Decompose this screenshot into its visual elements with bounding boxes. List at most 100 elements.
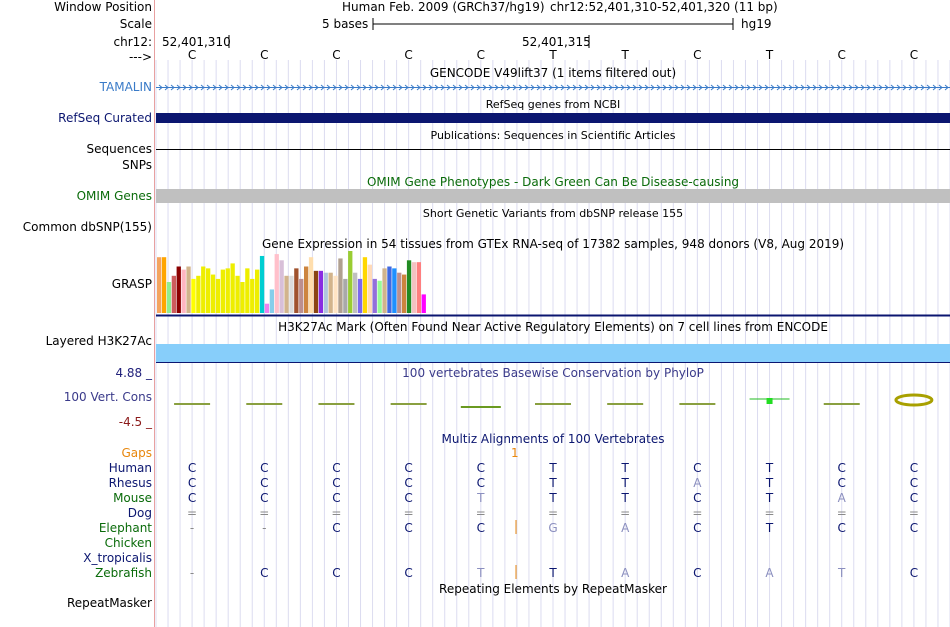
- tamalin-chevron: [914, 84, 919, 91]
- aligned-base: T: [621, 491, 629, 505]
- aligned-base: T: [621, 476, 629, 490]
- tamalin-chevron: [518, 84, 523, 91]
- ruler-base: T: [621, 48, 629, 62]
- sequences-label[interactable]: Sequences: [86, 142, 152, 156]
- species-label[interactable]: Dog: [127, 506, 152, 520]
- repeat-label[interactable]: RepeatMasker: [66, 596, 152, 610]
- aligned-base: T: [765, 461, 774, 475]
- gtex-bar: [210, 274, 216, 313]
- gtex-bar: [304, 266, 309, 313]
- tamalin-chevron: [230, 84, 235, 91]
- gtex-bar: [313, 270, 319, 313]
- aligned-base: C: [332, 566, 341, 580]
- h3k-title[interactable]: H3K27Ac Mark (Often Found Near Active Re…: [278, 320, 828, 334]
- gencode-title[interactable]: GENCODE V49lift37 (1 items filtered out): [429, 66, 677, 80]
- aligned-base: T: [765, 491, 774, 505]
- tamalin-chevron: [362, 84, 367, 91]
- tamalin-chevron: [572, 84, 577, 91]
- species-label[interactable]: Elephant: [98, 521, 152, 535]
- aligned-base: T: [765, 476, 774, 490]
- dbsnp-title[interactable]: Short Genetic Variants from dbSNP releas…: [422, 207, 684, 220]
- gtex-bar: [338, 258, 343, 313]
- tamalin-chevron: [578, 84, 583, 91]
- tamalin-chevron: [380, 84, 385, 91]
- aligned-base: C: [404, 491, 413, 505]
- tamalin-chevron: [170, 84, 175, 91]
- snps-label[interactable]: SNPs: [122, 158, 152, 172]
- tamalin-chevron: [206, 84, 211, 91]
- gtex-bar: [289, 275, 294, 313]
- refseq-title[interactable]: RefSeq genes from NCBI: [485, 98, 621, 111]
- species-label[interactable]: Zebrafish: [95, 566, 152, 580]
- species-label[interactable]: X_tropicalis: [83, 551, 152, 565]
- omim-title[interactable]: OMIM Gene Phenotypes - Dark Green Can Be…: [366, 175, 740, 189]
- aligned-base: C: [260, 476, 269, 490]
- tamalin-label[interactable]: TAMALIN: [99, 80, 152, 94]
- tamalin-chevron: [398, 84, 403, 91]
- aligned-base: C: [332, 521, 341, 535]
- tamalin-chevron: [296, 84, 301, 91]
- multiz-title[interactable]: Multiz Alignments of 100 Vertebrates: [441, 432, 665, 446]
- pubs-title[interactable]: Publications: Sequences in Scientific Ar…: [430, 129, 676, 142]
- species-label[interactable]: Human: [108, 461, 152, 475]
- gtex-bar: [186, 266, 191, 313]
- ruler-base: T: [765, 48, 774, 62]
- ruler-pos-1: 52,401,310: [162, 35, 231, 49]
- species-label[interactable]: Mouse: [113, 491, 152, 505]
- tamalin-chevron: [944, 84, 949, 91]
- gtex-bar: [397, 272, 402, 313]
- tamalin-chevron: [788, 84, 793, 91]
- omim-label[interactable]: OMIM Genes: [76, 189, 152, 203]
- h3k-label[interactable]: Layered H3K27Ac: [45, 334, 152, 348]
- tamalin-chevron: [542, 84, 547, 91]
- gtex-bar: [230, 263, 235, 313]
- gtex-bar: [201, 266, 206, 313]
- tamalin-chevron: [488, 84, 493, 91]
- gaps-label[interactable]: Gaps: [121, 446, 152, 460]
- phylop-mark: [766, 398, 773, 404]
- dbsnp-label[interactable]: Common dbSNP(155): [22, 220, 152, 234]
- tamalin-chevron: [824, 84, 829, 91]
- gtex-title[interactable]: Gene Expression in 54 tissues from GTEx …: [261, 237, 845, 251]
- gtex-bar: [279, 260, 284, 313]
- tamalin-chevron: [338, 84, 343, 91]
- phylop-title[interactable]: 100 vertebrates Basewise Conservation by…: [402, 366, 704, 380]
- tamalin-chevron: [926, 84, 931, 91]
- aligned-base: A: [693, 476, 702, 490]
- tamalin-chevron: [404, 84, 409, 91]
- cons-label[interactable]: 100 Vert. Cons: [63, 390, 152, 404]
- aligned-base: =: [187, 506, 198, 520]
- aligned-base: T: [477, 491, 485, 505]
- tamalin-chevron: [596, 84, 601, 91]
- aligned-base: C: [332, 476, 341, 490]
- tamalin-chevron: [626, 84, 631, 91]
- tamalin-chevron: [494, 84, 499, 91]
- tamalin-chevron: [188, 84, 193, 91]
- ruler-base: C: [909, 48, 919, 62]
- tamalin-chevron: [560, 84, 565, 91]
- tamalin-chevron: [500, 84, 505, 91]
- tamalin-chevron: [590, 84, 595, 91]
- tamalin-chevron: [800, 84, 805, 91]
- tamalin-chevron: [650, 84, 655, 91]
- ruler-base: C: [187, 48, 197, 62]
- aligned-base: C: [693, 461, 702, 475]
- tamalin-chevron: [836, 84, 841, 91]
- tamalin-chevron: [290, 84, 295, 91]
- tamalin-chevron: [734, 84, 739, 91]
- gtex-bar: [269, 289, 274, 313]
- tamalin-chevron: [608, 84, 613, 91]
- tamalin-chevron: [866, 84, 871, 91]
- aligned-base: C: [260, 566, 269, 580]
- repeat-title[interactable]: Repeating Elements by RepeatMasker: [439, 582, 667, 596]
- grasp-label[interactable]: GRASP: [111, 277, 152, 291]
- refseq-label[interactable]: RefSeq Curated: [58, 111, 152, 125]
- tamalin-chevron: [194, 84, 199, 91]
- tamalin-chevron: [746, 84, 751, 91]
- species-label[interactable]: Chicken: [104, 536, 152, 550]
- tamalin-chevron: [818, 84, 823, 91]
- gtex-bar: [377, 280, 382, 313]
- species-label[interactable]: Rhesus: [108, 476, 152, 490]
